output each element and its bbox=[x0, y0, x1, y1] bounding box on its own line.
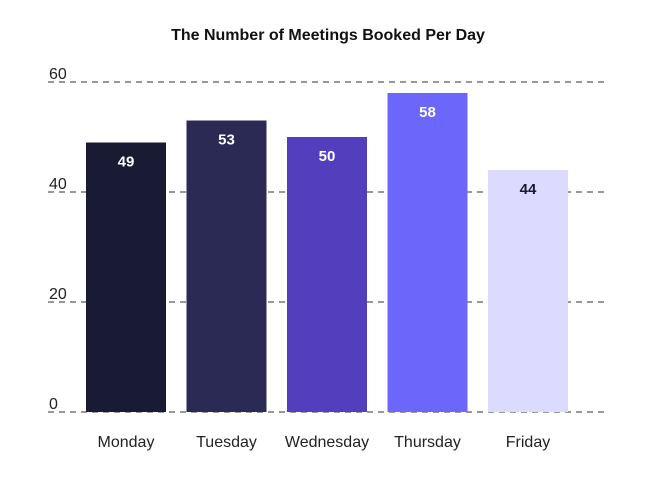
value-label-tuesday: 53 bbox=[218, 132, 235, 149]
bar-monday bbox=[86, 142, 166, 412]
value-labels: 49 53 50 58 44 bbox=[118, 104, 537, 198]
category-label-tuesday: Tuesday bbox=[196, 434, 257, 451]
x-axis-category-labels: Monday Tuesday Wednesday Thursday Friday bbox=[98, 434, 551, 451]
y-tick-label: 0 bbox=[49, 396, 58, 413]
category-label-wednesday: Wednesday bbox=[285, 434, 369, 451]
value-label-friday: 44 bbox=[520, 181, 537, 198]
bar-friday bbox=[488, 170, 568, 412]
y-tick-label: 60 bbox=[49, 66, 67, 83]
chart-title: The Number of Meetings Booked Per Day bbox=[171, 27, 485, 44]
bars bbox=[86, 93, 568, 412]
value-label-thursday: 58 bbox=[419, 104, 436, 121]
value-label-monday: 49 bbox=[118, 154, 135, 171]
category-label-friday: Friday bbox=[506, 434, 550, 451]
y-tick-label: 20 bbox=[49, 286, 67, 303]
bar-wednesday bbox=[287, 137, 367, 412]
value-label-wednesday: 50 bbox=[319, 148, 336, 165]
category-label-monday: Monday bbox=[98, 434, 155, 451]
category-label-thursday: Thursday bbox=[394, 434, 461, 451]
bar-tuesday bbox=[186, 120, 267, 412]
bar-thursday bbox=[387, 93, 468, 412]
y-tick-label: 40 bbox=[49, 176, 67, 193]
y-axis-tick-labels: 0 20 40 60 bbox=[49, 66, 67, 413]
